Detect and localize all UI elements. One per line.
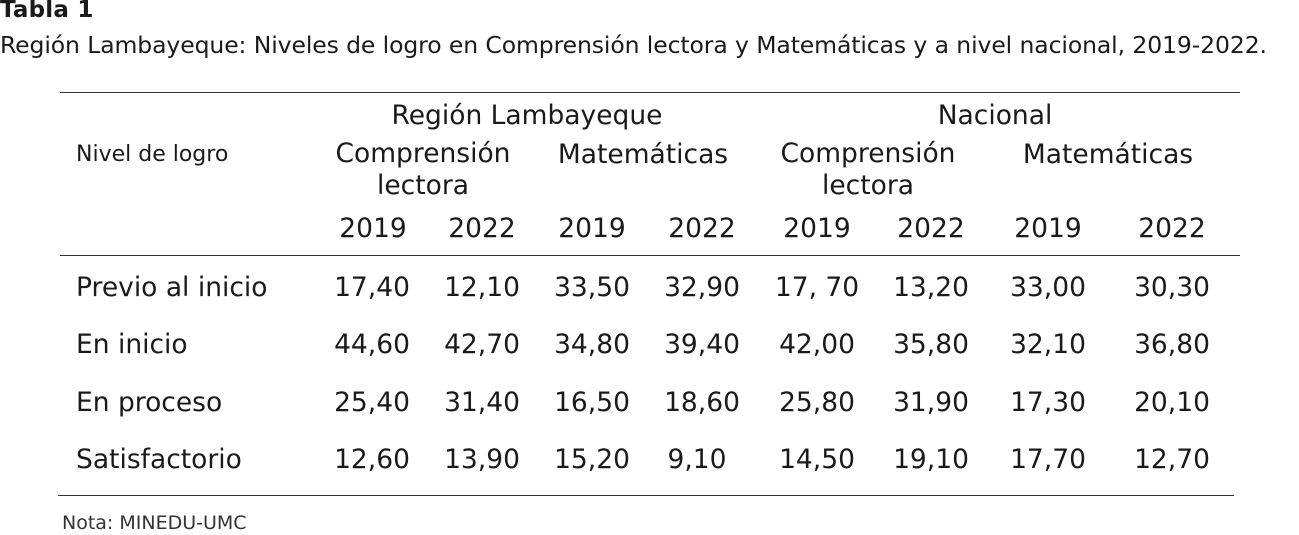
table-label: Tabla 1	[0, 0, 94, 23]
subject-header-comprension-region: Comprensión lectora	[336, 138, 511, 202]
table-cell: 12,70	[1134, 444, 1210, 475]
table-cell: 15,20	[554, 444, 630, 475]
table-cell: 31,90	[893, 387, 969, 418]
year-header: 2022	[448, 213, 516, 244]
row-label: Previo al inicio	[76, 272, 268, 303]
table-note: Nota: MINEDU-UMC	[62, 512, 247, 534]
table-cell: 39,40	[664, 329, 740, 360]
table-cell: 20,10	[1134, 387, 1210, 418]
group-header-region: Región Lambayeque	[391, 100, 663, 131]
table-cell: 33,50	[554, 272, 630, 303]
table-cell: 36,80	[1134, 329, 1210, 360]
table-cell: 17,40	[334, 272, 410, 303]
table-cell: 12,60	[334, 444, 410, 475]
subject-header-line: Comprensión	[335, 138, 511, 169]
table-cell: 42,00	[779, 329, 855, 360]
table-cell: 25,80	[779, 387, 855, 418]
row-label: Satisfactorio	[76, 444, 242, 475]
year-header: 2022	[668, 213, 736, 244]
year-header: 2019	[339, 213, 407, 244]
subject-header-matematicas-region: Matemáticas	[557, 139, 729, 170]
year-header: 2022	[1138, 213, 1206, 244]
table-cell: 17,70	[1010, 444, 1086, 475]
table-cell: 31,40	[444, 387, 520, 418]
table-title: Región Lambayeque: Niveles de logro en C…	[0, 31, 1267, 59]
year-header: 2019	[1014, 213, 1082, 244]
table-cell: 44,60	[334, 329, 410, 360]
table-cell: 16,50	[554, 387, 630, 418]
table-cell: 13,90	[444, 444, 520, 475]
table-cell: 34,80	[554, 329, 630, 360]
bottom-rule	[58, 495, 1234, 496]
table-cell: 42,70	[444, 329, 520, 360]
table-cell: 14,50	[779, 444, 855, 475]
row-label: En inicio	[76, 329, 188, 360]
table-cell: 32,90	[664, 272, 740, 303]
group-header-nacional: Nacional	[937, 100, 1053, 131]
subject-header-line: lectora	[377, 170, 469, 201]
table-cell: 17,30	[1010, 387, 1086, 418]
top-rule	[60, 92, 1240, 93]
header-rule	[60, 255, 1240, 256]
row-label: En proceso	[76, 387, 223, 418]
subject-header-comprension-nacional: Comprensión lectora	[781, 138, 956, 202]
table-cell: 19,10	[893, 444, 969, 475]
table-cell: 12,10	[444, 272, 520, 303]
table-cell: 30,30	[1134, 272, 1210, 303]
table-cell: 33,00	[1010, 272, 1086, 303]
table-cell: 35,80	[893, 329, 969, 360]
year-header: 2019	[783, 213, 851, 244]
row-header-nivel: Nivel de logro	[76, 142, 229, 167]
table-cell: 17, 70	[774, 272, 860, 303]
table-cell: 18,60	[664, 387, 740, 418]
subject-header-line: lectora	[822, 170, 914, 201]
table-cell: 9,10	[667, 444, 727, 475]
year-header: 2019	[558, 213, 626, 244]
year-header: 2022	[897, 213, 965, 244]
subject-header-line: Comprensión	[780, 138, 956, 169]
table-cell: 13,20	[893, 272, 969, 303]
table-cell: 25,40	[334, 387, 410, 418]
table-cell: 32,10	[1010, 329, 1086, 360]
subject-header-matematicas-nacional: Matemáticas	[1022, 139, 1194, 170]
